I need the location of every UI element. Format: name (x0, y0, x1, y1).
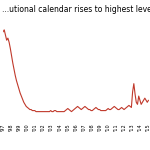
Text: ...utional calendar rises to highest level in s...: ...utional calendar rises to highest lev… (2, 4, 150, 14)
